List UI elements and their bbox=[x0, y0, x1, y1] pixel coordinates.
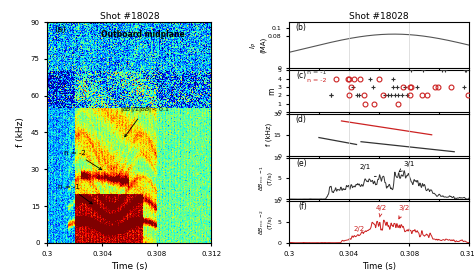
Text: (e): (e) bbox=[296, 158, 307, 168]
Text: 3/2: 3/2 bbox=[399, 205, 410, 219]
Text: 2/2: 2/2 bbox=[354, 226, 365, 232]
Text: Outboard midplane: Outboard midplane bbox=[101, 30, 185, 39]
Text: (b): (b) bbox=[296, 23, 307, 32]
Y-axis label: f (kHz): f (kHz) bbox=[16, 118, 25, 147]
Title: Shot #18028: Shot #18028 bbox=[349, 12, 409, 21]
Y-axis label: $\delta B_{n=-2}$
(T/s): $\delta B_{n=-2}$ (T/s) bbox=[257, 209, 272, 235]
Y-axis label: f (kHz): f (kHz) bbox=[265, 123, 272, 146]
Text: 3/1: 3/1 bbox=[399, 161, 414, 172]
Text: (c): (c) bbox=[297, 71, 307, 80]
Text: 2/1: 2/1 bbox=[359, 164, 371, 170]
Text: n = -2: n = -2 bbox=[307, 78, 327, 83]
Y-axis label: $I_P$
(MA): $I_P$ (MA) bbox=[248, 37, 266, 53]
Text: n = -1: n = -1 bbox=[58, 184, 92, 204]
X-axis label: Time (s): Time (s) bbox=[362, 262, 396, 271]
Text: n = -1: n = -1 bbox=[307, 70, 326, 75]
Text: $|\delta B|/\Sigma|\delta B| < 0.1$: $|\delta B|/\Sigma|\delta B| < 0.1$ bbox=[120, 105, 170, 137]
Y-axis label: $\delta B_{n=-1}$
(T/s): $\delta B_{n=-1}$ (T/s) bbox=[257, 165, 272, 192]
X-axis label: Time (s): Time (s) bbox=[111, 262, 148, 271]
Text: 4/2: 4/2 bbox=[376, 205, 387, 217]
Y-axis label: m: m bbox=[267, 87, 276, 95]
Text: (f): (f) bbox=[298, 202, 307, 211]
Title: Shot #18028: Shot #18028 bbox=[100, 12, 159, 21]
Text: (a): (a) bbox=[54, 25, 66, 34]
Text: (d): (d) bbox=[296, 115, 307, 124]
Text: n = -2: n = -2 bbox=[64, 150, 101, 170]
